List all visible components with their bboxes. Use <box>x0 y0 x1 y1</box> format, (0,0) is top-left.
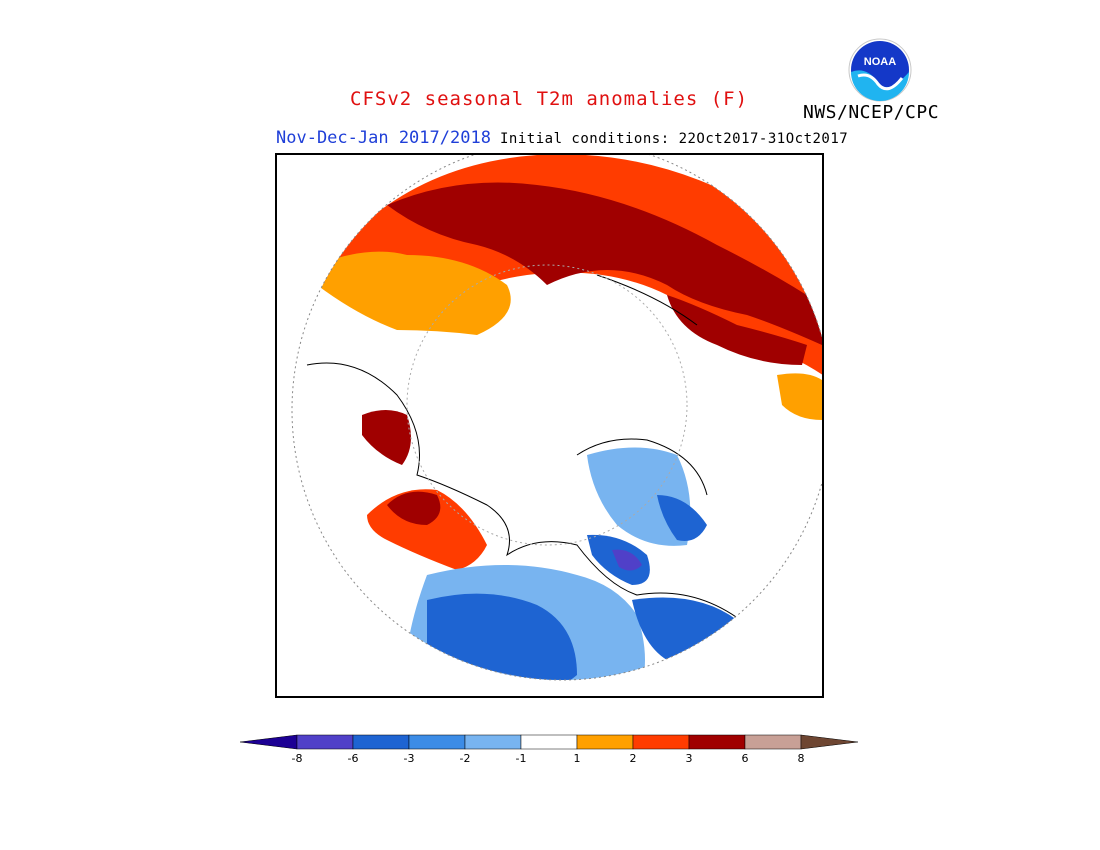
anomaly-region-baffin-purple <box>612 549 642 571</box>
colorbar-tick-label: 2 <box>629 752 637 765</box>
colorbar-bin <box>240 734 298 750</box>
anomaly-region-alaska-darkred <box>387 491 441 525</box>
initial-conditions-label: Initial conditions: 22Oct2017-31Oct2017 <box>500 131 849 147</box>
colorbar-tick-label: -2 <box>459 752 471 765</box>
season-label: Nov-Dec-Jan 2017/2018 <box>276 128 491 148</box>
colorbar-bin <box>408 734 466 750</box>
colorbar-bin <box>800 734 859 750</box>
colorbar-tick-label: -3 <box>403 752 415 765</box>
colorbar-bin <box>464 734 522 750</box>
colorbar-bin <box>576 734 634 750</box>
colorbar-tick-label: 6 <box>741 752 749 765</box>
colorbar-bin <box>520 734 578 750</box>
colorbar-bin <box>632 734 690 750</box>
anomaly-region-greenland-blue <box>657 495 707 541</box>
colorbar <box>240 734 859 750</box>
colorbar-tick-label: -6 <box>347 752 359 765</box>
coastline <box>306 274 748 626</box>
colorbar-bin <box>688 734 746 750</box>
anomaly-region-orange-west <box>317 251 511 335</box>
colorbar-tick-label: 1 <box>573 752 581 765</box>
anomaly-region-greenland-lightblue <box>587 447 691 546</box>
logo-text: NOAA <box>864 56 896 68</box>
anomaly-region-scand-orange <box>777 373 822 420</box>
colorbar-tick-label: 3 <box>685 752 693 765</box>
anomaly-region-dark-red <box>387 182 822 345</box>
polar-map <box>291 155 822 681</box>
colorbar-tick-label: -8 <box>291 752 303 765</box>
noaa-logo-icon: NOAA <box>848 38 912 102</box>
map-frame <box>275 153 824 698</box>
anomaly-region-dark-red-east <box>667 295 807 365</box>
organization-label: NWS/NCEP/CPC <box>803 102 940 123</box>
map-title: CFSv2 seasonal T2m anomalies (F) <box>350 88 749 110</box>
colorbar-tick-label: 8 <box>797 752 805 765</box>
colorbar-bin <box>744 734 802 750</box>
colorbar-tick-label: -1 <box>515 752 527 765</box>
colorbar-bin <box>352 734 410 750</box>
anomaly-region-kamchatka-red <box>362 410 411 465</box>
colorbar-bin <box>296 734 354 750</box>
